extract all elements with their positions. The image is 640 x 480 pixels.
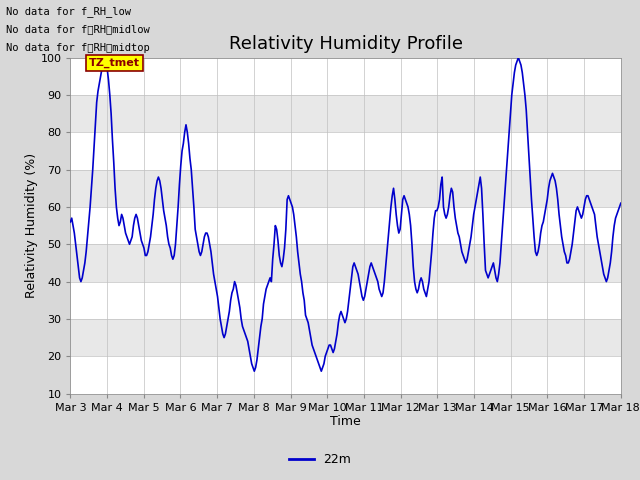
Bar <box>70 356 621 394</box>
Bar <box>70 95 621 132</box>
Bar <box>70 58 621 95</box>
Text: No data for f͟RH͟midlow: No data for f͟RH͟midlow <box>6 24 150 35</box>
Bar <box>70 319 621 356</box>
Title: Relativity Humidity Profile: Relativity Humidity Profile <box>228 35 463 53</box>
X-axis label: Time: Time <box>330 415 361 429</box>
Bar <box>70 207 621 244</box>
Text: No data for f_RH_low: No data for f_RH_low <box>6 6 131 17</box>
Bar <box>70 132 621 169</box>
Y-axis label: Relativity Humidity (%): Relativity Humidity (%) <box>24 153 38 298</box>
Text: TZ_tmet: TZ_tmet <box>89 58 140 68</box>
Bar <box>70 169 621 207</box>
Text: No data for f͟RH͟midtop: No data for f͟RH͟midtop <box>6 43 150 53</box>
Bar <box>70 244 621 282</box>
Legend: 22m: 22m <box>284 448 356 471</box>
Bar <box>70 282 621 319</box>
